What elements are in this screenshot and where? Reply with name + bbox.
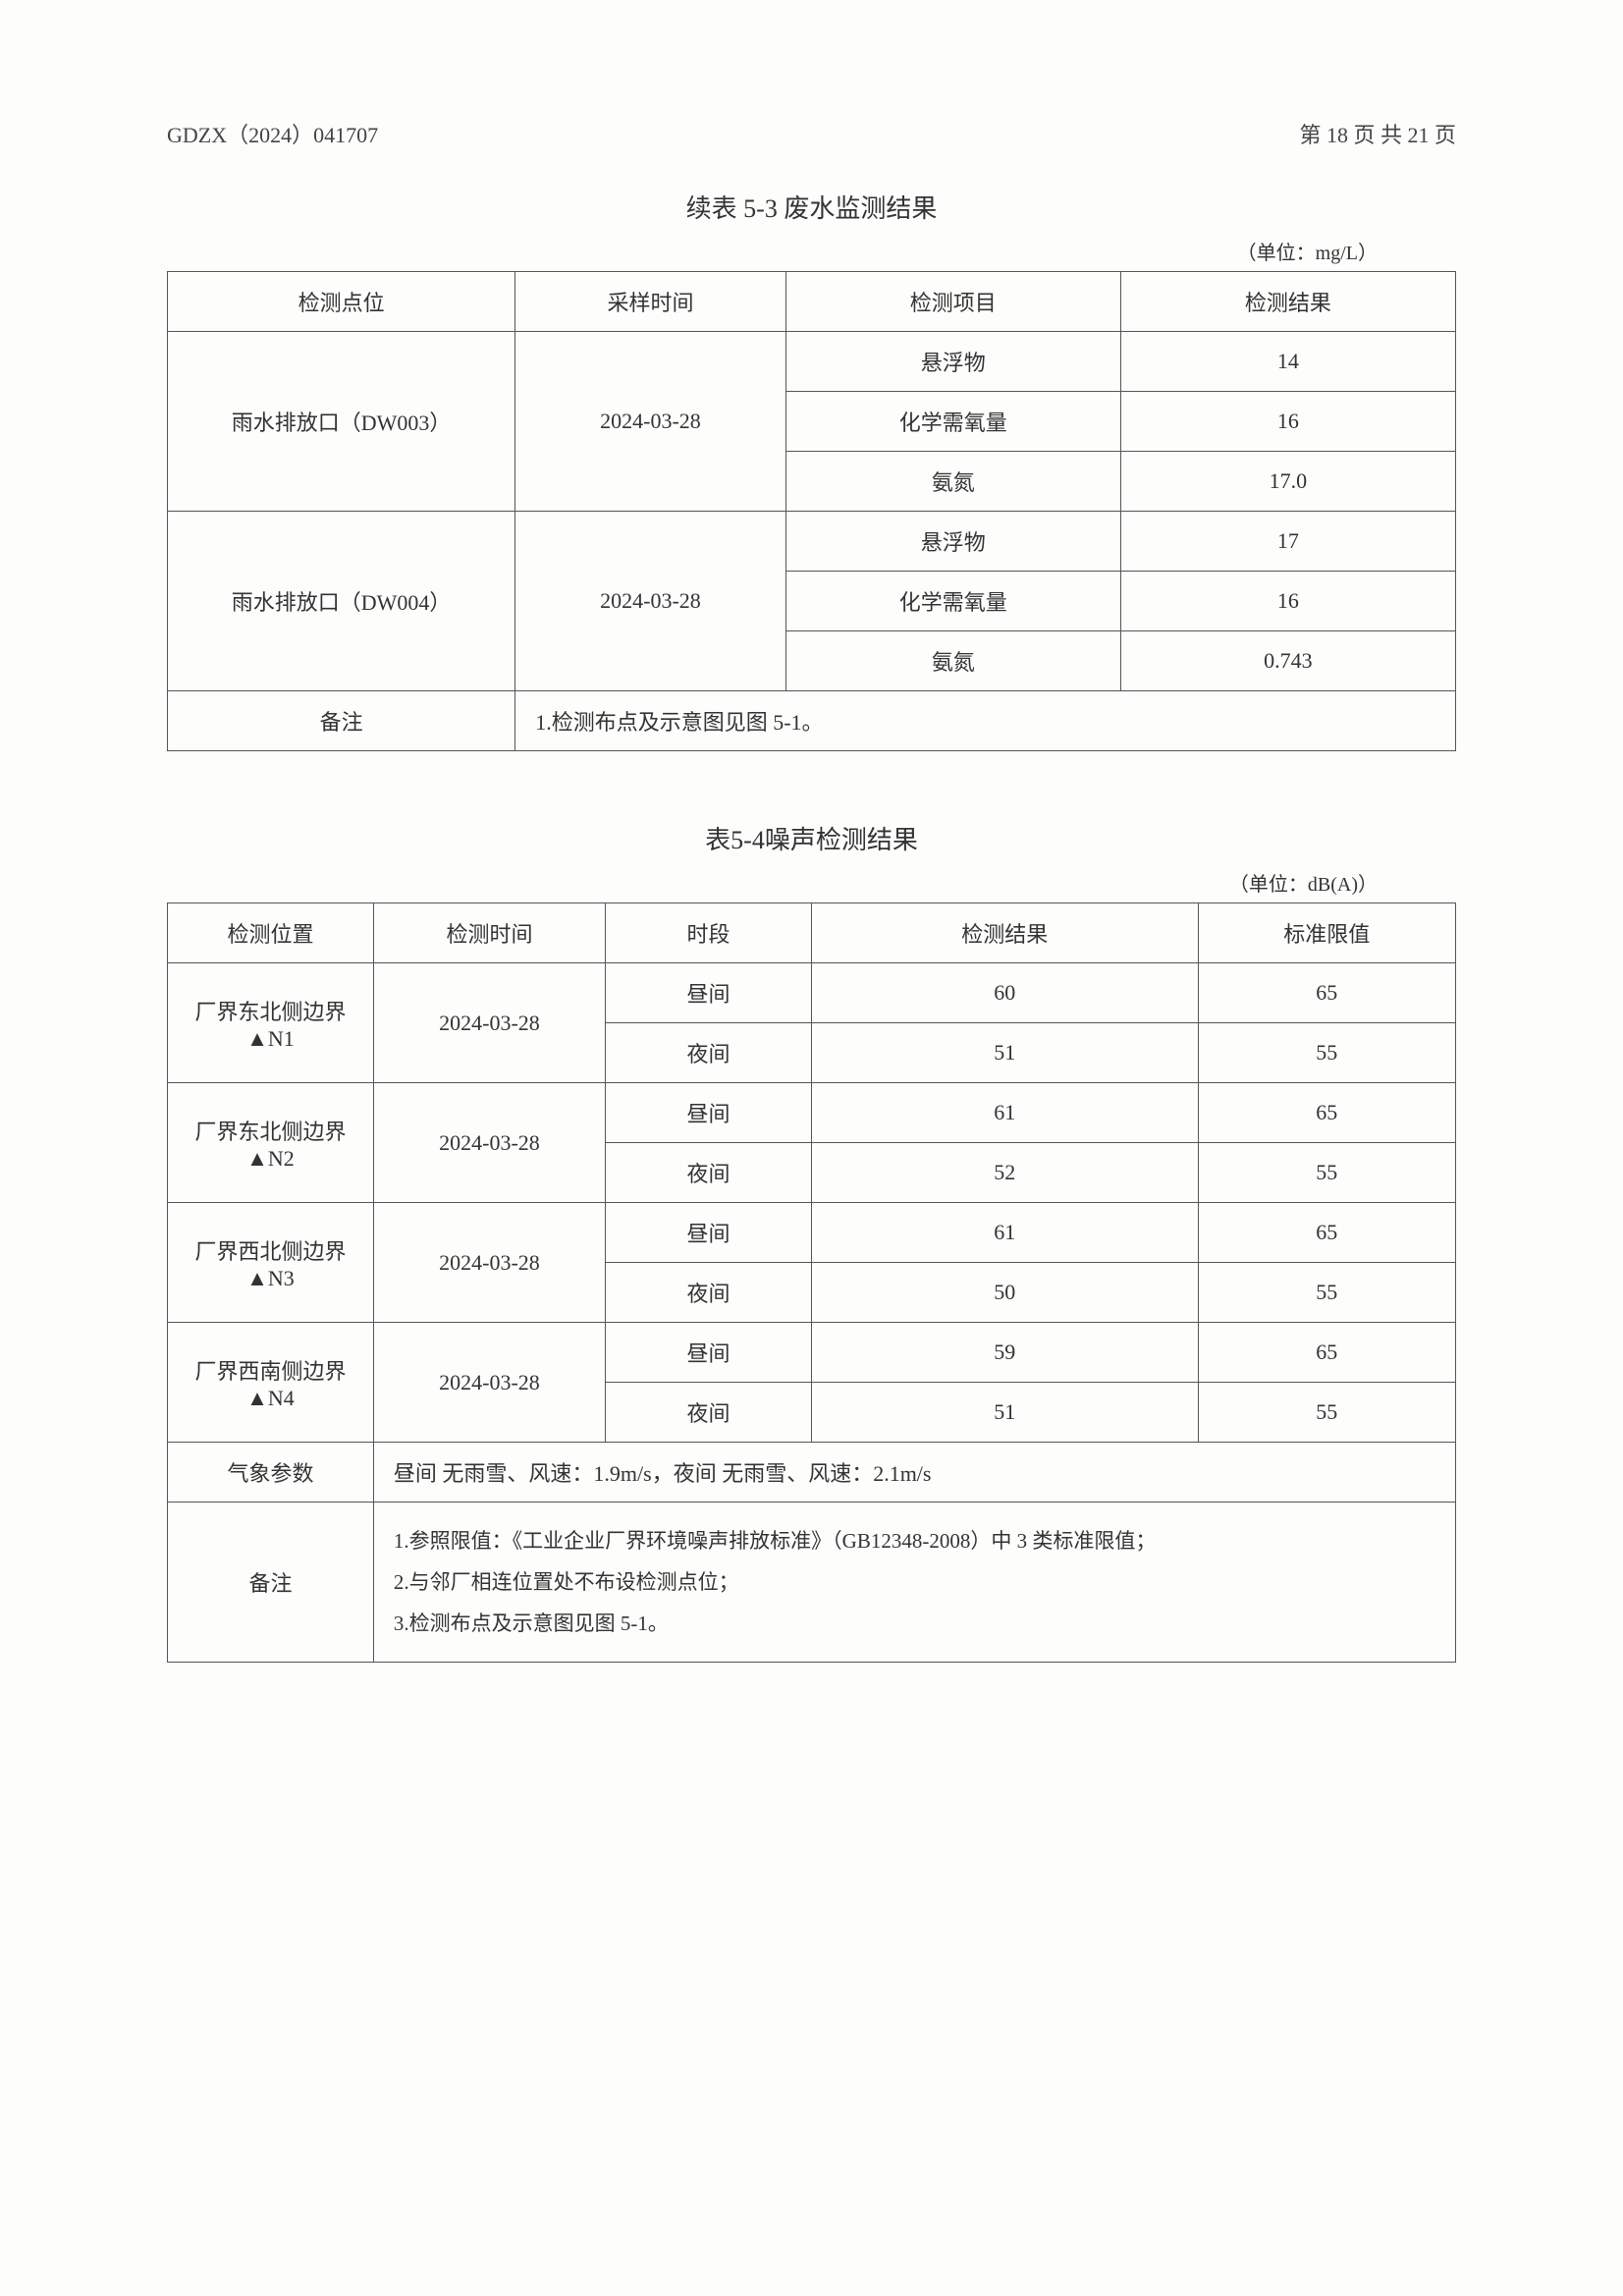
table-note-row: 备注 1.检测布点及示意图见图 5-1。: [168, 691, 1456, 751]
document-page: { "header": { "doc_code": "GDZX（2024）041…: [0, 0, 1623, 2296]
cell-result: 0.743: [1120, 631, 1455, 691]
cell-result: 50: [811, 1263, 1198, 1323]
col-item: 检测项目: [785, 272, 1120, 332]
cell-result: 59: [811, 1323, 1198, 1383]
cell-date: 2024-03-28: [373, 963, 605, 1083]
weather-row: 气象参数 昼间 无雨雪、风速：1.9m/s，夜间 无雨雪、风速：2.1m/s: [168, 1443, 1456, 1503]
page-header: GDZX（2024）041707 第 18 页 共 21 页: [167, 118, 1456, 149]
cell-period: 昼间: [606, 1323, 812, 1383]
cell-result: 16: [1120, 392, 1455, 452]
cell-item: 氨氮: [785, 452, 1120, 512]
cell-result: 51: [811, 1383, 1198, 1443]
table-row: 厂界西北侧边界▲N3 2024-03-28 昼间 61 65: [168, 1203, 1456, 1263]
cell-point: 雨水排放口（DW004）: [168, 512, 515, 691]
col-location: 检测位置: [168, 903, 374, 963]
table-row: 雨水排放口（DW003） 2024-03-28 悬浮物 14: [168, 332, 1456, 392]
table2-unit: （单位：dB(A)）: [167, 868, 1456, 897]
note-line: 3.检测布点及示意图见图 5-1。: [394, 1603, 1435, 1644]
cell-result: 17.0: [1120, 452, 1455, 512]
cell-limit: 65: [1198, 1083, 1455, 1143]
cell-item: 化学需氧量: [785, 392, 1120, 452]
cell-period: 夜间: [606, 1383, 812, 1443]
note-row: 备注 1.参照限值：《工业企业厂界环境噪声排放标准》（GB12348-2008）…: [168, 1503, 1456, 1663]
cell-item: 悬浮物: [785, 332, 1120, 392]
table-row: 厂界东北侧边界▲N1 2024-03-28 昼间 60 65: [168, 963, 1456, 1023]
cell-result: 52: [811, 1143, 1198, 1203]
cell-location: 厂界西北侧边界▲N3: [168, 1203, 374, 1323]
weather-label: 气象参数: [168, 1443, 374, 1503]
cell-result: 17: [1120, 512, 1455, 572]
col-result: 检测结果: [811, 903, 1198, 963]
cell-item: 悬浮物: [785, 512, 1120, 572]
cell-limit: 65: [1198, 1203, 1455, 1263]
cell-result: 51: [811, 1023, 1198, 1083]
col-time: 检测时间: [373, 903, 605, 963]
cell-date: 2024-03-28: [515, 332, 786, 512]
cell-result: 14: [1120, 332, 1455, 392]
table1-title: 续表 5-3 废水监测结果: [167, 189, 1456, 225]
col-point: 检测点位: [168, 272, 515, 332]
cell-date: 2024-03-28: [373, 1203, 605, 1323]
note-line: 1.参照限值：《工业企业厂界环境噪声排放标准》（GB12348-2008）中 3…: [394, 1520, 1435, 1561]
note-label: 备注: [168, 691, 515, 751]
note-line: 2.与邻厂相连位置处不布设检测点位；: [394, 1561, 1435, 1603]
cell-limit: 55: [1198, 1263, 1455, 1323]
cell-location: 厂界西南侧边界▲N4: [168, 1323, 374, 1443]
cell-period: 夜间: [606, 1023, 812, 1083]
cell-date: 2024-03-28: [373, 1323, 605, 1443]
cell-period: 夜间: [606, 1143, 812, 1203]
table-row: 雨水排放口（DW004） 2024-03-28 悬浮物 17: [168, 512, 1456, 572]
weather-text: 昼间 无雨雪、风速：1.9m/s，夜间 无雨雪、风速：2.1m/s: [373, 1443, 1455, 1503]
page-number: 第 18 页 共 21 页: [1299, 118, 1456, 149]
table1-unit: （单位：mg/L）: [167, 237, 1456, 265]
table2-title: 表5-4噪声检测结果: [167, 820, 1456, 856]
cell-period: 昼间: [606, 1203, 812, 1263]
cell-item: 化学需氧量: [785, 572, 1120, 631]
cell-location: 厂界东北侧边界▲N1: [168, 963, 374, 1083]
doc-code: GDZX（2024）041707: [167, 118, 378, 149]
col-date: 采样时间: [515, 272, 786, 332]
cell-limit: 55: [1198, 1143, 1455, 1203]
cell-period: 夜间: [606, 1263, 812, 1323]
col-limit: 标准限值: [1198, 903, 1455, 963]
cell-date: 2024-03-28: [515, 512, 786, 691]
wastewater-table: 检测点位 采样时间 检测项目 检测结果 雨水排放口（DW003） 2024-03…: [167, 271, 1456, 751]
cell-limit: 55: [1198, 1023, 1455, 1083]
col-period: 时段: [606, 903, 812, 963]
table-row: 厂界东北侧边界▲N2 2024-03-28 昼间 61 65: [168, 1083, 1456, 1143]
cell-period: 昼间: [606, 963, 812, 1023]
cell-limit: 65: [1198, 1323, 1455, 1383]
col-result: 检测结果: [1120, 272, 1455, 332]
cell-result: 16: [1120, 572, 1455, 631]
cell-item: 氨氮: [785, 631, 1120, 691]
cell-date: 2024-03-28: [373, 1083, 605, 1203]
noise-table: 检测位置 检测时间 时段 检测结果 标准限值 厂界东北侧边界▲N1 2024-0…: [167, 902, 1456, 1663]
table-row: 厂界西南侧边界▲N4 2024-03-28 昼间 59 65: [168, 1323, 1456, 1383]
cell-result: 60: [811, 963, 1198, 1023]
cell-result: 61: [811, 1203, 1198, 1263]
note-text: 1.参照限值：《工业企业厂界环境噪声排放标准》（GB12348-2008）中 3…: [373, 1503, 1455, 1663]
cell-location: 厂界东北侧边界▲N2: [168, 1083, 374, 1203]
note-text: 1.检测布点及示意图见图 5-1。: [515, 691, 1456, 751]
table-header-row: 检测位置 检测时间 时段 检测结果 标准限值: [168, 903, 1456, 963]
cell-point: 雨水排放口（DW003）: [168, 332, 515, 512]
cell-result: 61: [811, 1083, 1198, 1143]
note-label: 备注: [168, 1503, 374, 1663]
cell-period: 昼间: [606, 1083, 812, 1143]
cell-limit: 65: [1198, 963, 1455, 1023]
table-header-row: 检测点位 采样时间 检测项目 检测结果: [168, 272, 1456, 332]
cell-limit: 55: [1198, 1383, 1455, 1443]
